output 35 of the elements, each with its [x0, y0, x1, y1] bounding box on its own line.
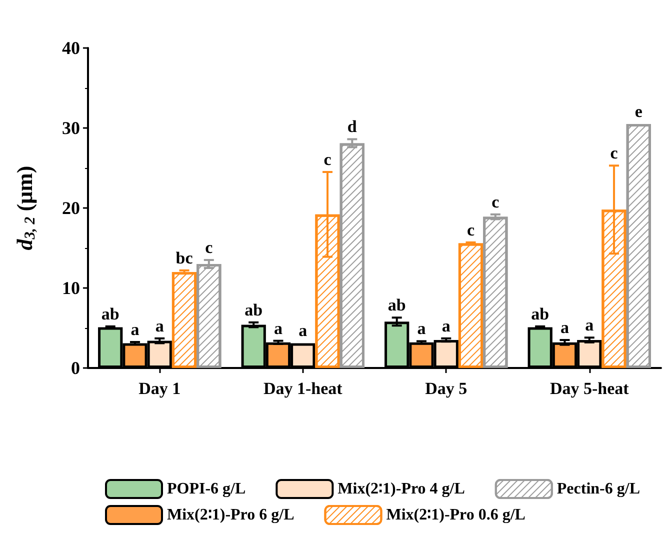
y-tick-label: 40	[62, 38, 80, 58]
data-label: c	[466, 220, 475, 240]
data-label: ab	[388, 296, 406, 315]
y-tick-label: 30	[62, 118, 80, 138]
data-label: a	[560, 318, 570, 337]
data-label: d	[347, 117, 358, 136]
data-label: c	[610, 144, 618, 163]
data-label: a	[585, 316, 594, 335]
data-label: a	[417, 319, 426, 338]
data-label: a	[274, 318, 283, 338]
legend-label: POPI-6 g/L	[167, 480, 246, 498]
y-tick-label: 10	[62, 278, 80, 298]
x-tick-label: Day 1	[138, 379, 181, 398]
x-tick-label: Day 1-heat	[263, 379, 343, 398]
legend-label: Mix(2∶1)-Pro 4 g/L	[338, 480, 465, 498]
x-tick-label: Day 5	[425, 379, 468, 398]
data-label: c	[205, 238, 214, 257]
x-tick-label: Day 5-heat	[550, 379, 630, 398]
y-tick-label: 20	[62, 198, 80, 218]
y-axis-title: d3, 2 (μm)	[12, 166, 38, 250]
legend-label: Pectin-6 g/L	[556, 480, 640, 498]
data-label: ab	[244, 300, 263, 320]
legend-label: Mix(2∶1)-Pro 6 g/L	[167, 506, 294, 524]
data-label: a	[130, 320, 140, 339]
data-label: a	[298, 321, 308, 340]
data-label: a	[442, 316, 451, 336]
data-label: a	[155, 316, 164, 336]
data-label: c	[324, 150, 332, 169]
legend-label: Mix(2∶1)-Pro 0.6 g/L	[386, 506, 526, 524]
data-label: e	[634, 102, 643, 121]
data-label: ab	[531, 304, 550, 324]
y-tick-label: 0	[71, 358, 80, 378]
data-label: bc	[176, 248, 194, 268]
data-label: ab	[101, 304, 120, 324]
data-label: c	[492, 192, 500, 212]
